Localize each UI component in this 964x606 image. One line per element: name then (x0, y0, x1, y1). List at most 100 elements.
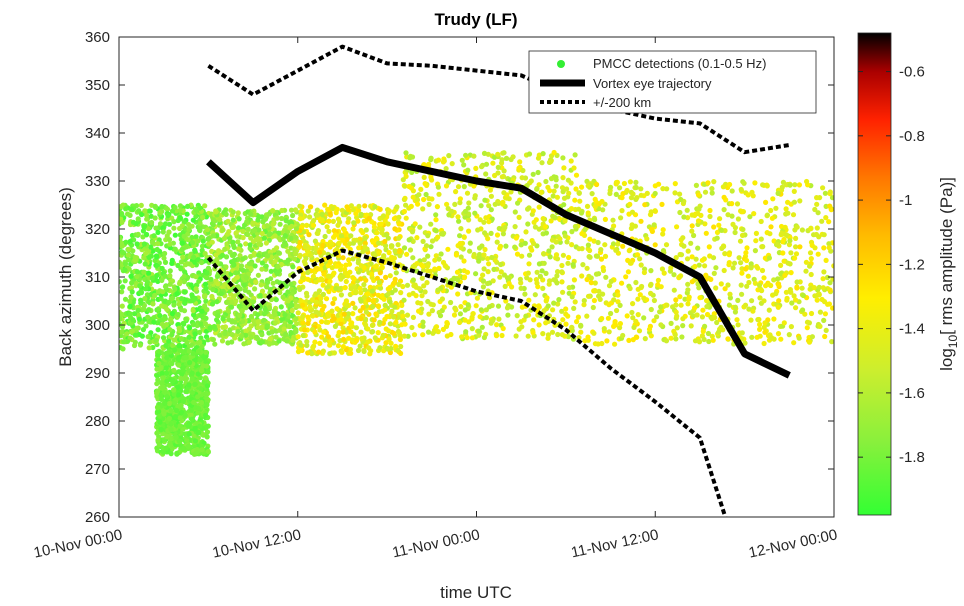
detection-point (255, 217, 261, 223)
detection-point (545, 335, 551, 341)
detection-point (245, 231, 251, 238)
detection-point (512, 224, 518, 230)
detection-point (501, 150, 507, 156)
detection-point (783, 289, 790, 295)
detection-point (771, 277, 777, 283)
detection-point (141, 269, 147, 275)
detection-point (300, 302, 306, 308)
detection-point (156, 409, 162, 415)
detection-point (499, 157, 505, 163)
detection-point (492, 172, 498, 179)
detection-point (392, 304, 398, 310)
detection-point (334, 206, 340, 212)
detection-point (573, 172, 580, 178)
detection-point (255, 324, 261, 330)
detection-point (177, 279, 183, 285)
detection-point (268, 268, 274, 274)
detection-point (519, 253, 525, 259)
detection-point (400, 283, 406, 290)
detection-point (119, 211, 125, 217)
detection-point (568, 206, 575, 212)
detection-point (386, 250, 392, 256)
detection-point (735, 322, 741, 328)
detection-point (592, 288, 598, 294)
detection-point (564, 186, 570, 192)
detection-point (151, 233, 157, 239)
detection-point (162, 400, 168, 406)
detection-point (635, 296, 641, 302)
detection-point (407, 247, 414, 253)
detection-point (553, 174, 559, 180)
detection-point (304, 342, 310, 348)
detection-point (416, 286, 423, 292)
detection-point (247, 245, 253, 251)
detection-point (221, 235, 227, 242)
detection-point (668, 335, 674, 341)
detection-point (739, 270, 745, 276)
detection-point (351, 220, 357, 226)
detection-point (619, 280, 625, 286)
detection-point (786, 242, 793, 248)
detection-point (140, 228, 146, 234)
detection-point (167, 241, 173, 247)
detection-point (234, 274, 240, 280)
detection-point (674, 313, 680, 319)
detection-point (219, 338, 226, 344)
detection-point (415, 201, 421, 207)
detection-point (822, 333, 828, 340)
detection-point (829, 339, 834, 345)
detection-point (510, 154, 516, 160)
detection-point (469, 326, 475, 332)
detection-point (319, 334, 325, 340)
detection-point (518, 319, 524, 325)
detection-point (168, 360, 174, 367)
detection-point (159, 265, 165, 272)
detection-point (167, 281, 173, 287)
detection-point (495, 303, 502, 309)
detection-point (432, 227, 439, 233)
detection-point (252, 263, 258, 269)
detection-point (476, 332, 482, 338)
detection-point (780, 239, 786, 245)
detection-point (575, 314, 582, 320)
detection-point (617, 321, 624, 327)
detection-point (758, 286, 764, 292)
detection-point (806, 339, 813, 345)
detection-point (288, 235, 294, 241)
detection-point (256, 241, 262, 247)
detection-point (681, 243, 687, 249)
detection-point (529, 247, 535, 253)
detection-point (651, 318, 657, 324)
detection-point (417, 224, 423, 230)
detection-point (355, 218, 361, 224)
detection-point (401, 208, 407, 215)
detection-point (203, 390, 209, 396)
detection-point (263, 263, 269, 269)
detection-point (421, 174, 427, 180)
detection-point (333, 285, 339, 291)
detection-point (741, 180, 747, 186)
detection-point (138, 289, 144, 295)
detection-point (140, 327, 146, 333)
detection-point (403, 215, 409, 221)
detection-point (826, 241, 832, 247)
detection-point (122, 261, 129, 267)
detection-point (222, 282, 228, 288)
detection-point (727, 181, 733, 188)
detection-point (358, 298, 364, 304)
detection-point (562, 218, 568, 224)
detection-point (751, 211, 757, 217)
detection-point (745, 273, 751, 279)
detection-point (404, 282, 411, 288)
detection-point (241, 282, 247, 288)
detection-point (697, 295, 703, 301)
detection-point (182, 300, 188, 306)
detection-point (120, 284, 126, 290)
detection-point (788, 324, 795, 330)
detection-point (820, 185, 826, 191)
detection-point (559, 332, 566, 338)
detection-point (210, 233, 217, 239)
detection-point (549, 237, 556, 243)
detection-point (335, 222, 341, 228)
detection-point (778, 336, 784, 342)
